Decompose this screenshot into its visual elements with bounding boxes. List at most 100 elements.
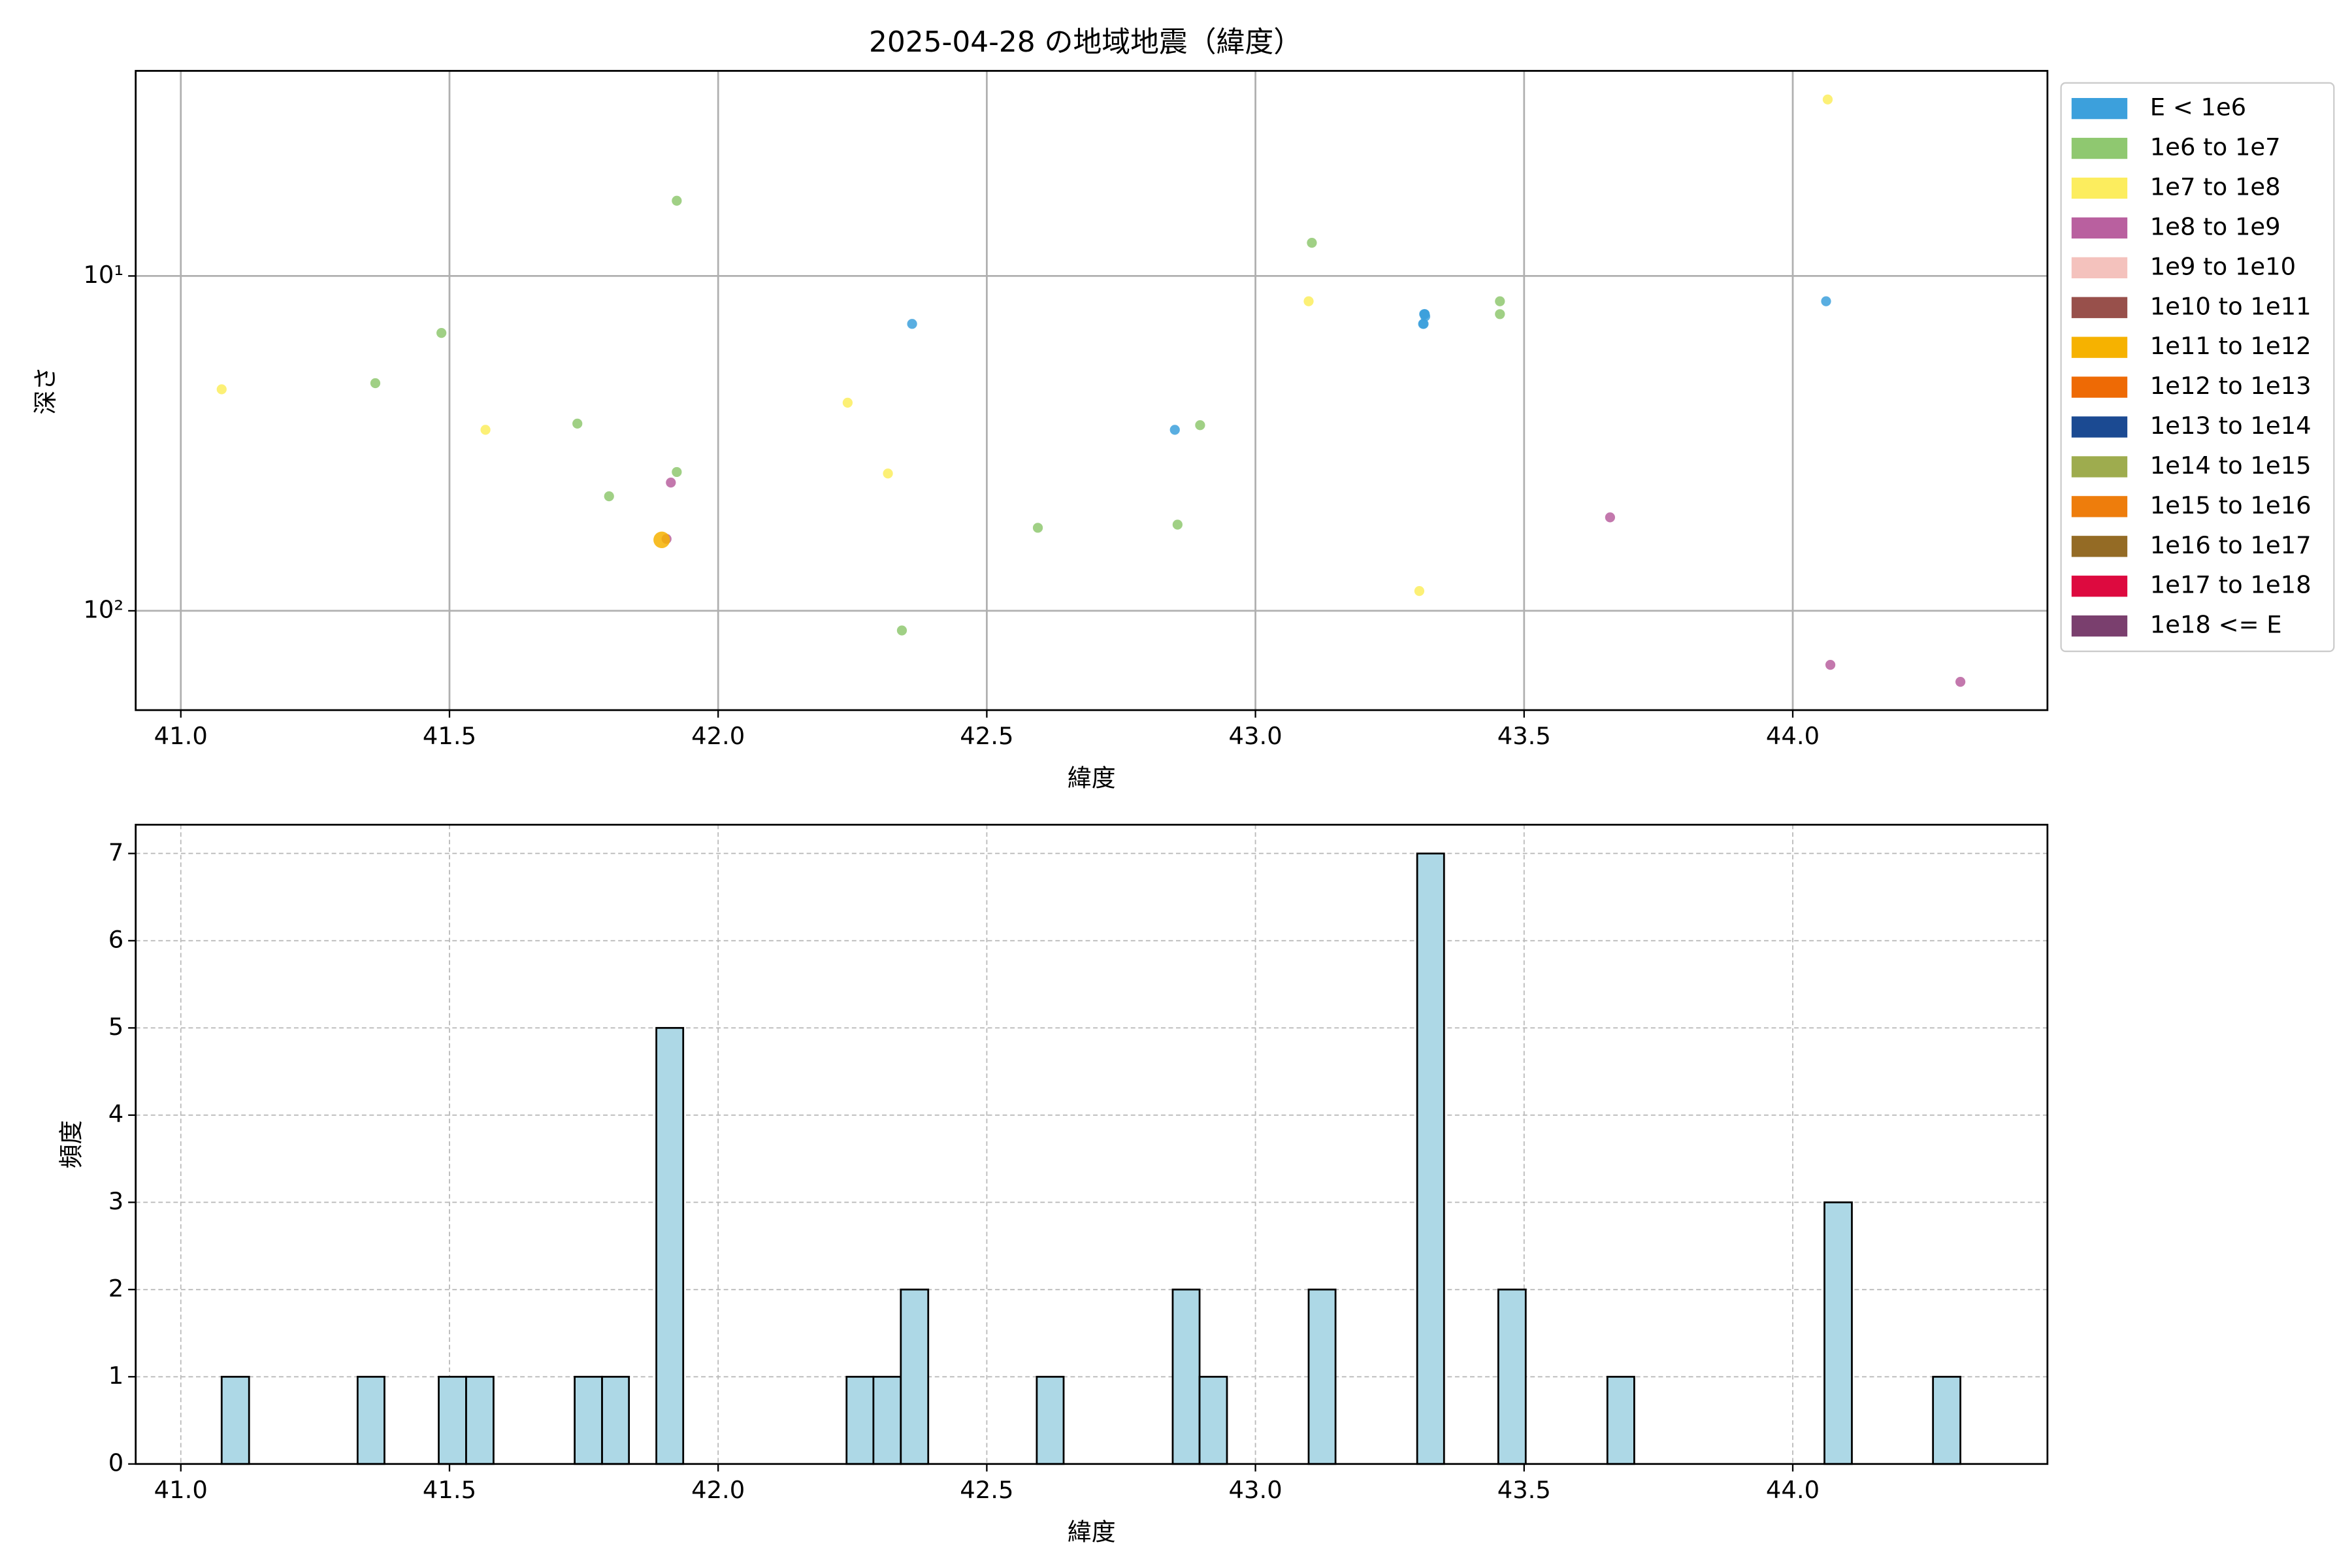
legend-label: 1e12 to 1e13 — [2150, 372, 2311, 400]
legend-swatch — [2071, 336, 2128, 358]
scatter-point — [907, 319, 917, 329]
scatter-point — [1414, 586, 1425, 596]
scatter-point — [672, 466, 682, 478]
y-tick-label: 10¹ — [83, 261, 123, 289]
scatter-point — [1303, 296, 1314, 306]
histogram-bar — [655, 1026, 685, 1465]
legend-swatch — [2071, 496, 2128, 517]
legend-swatch — [2071, 98, 2128, 120]
y-tick-label: 1 — [108, 1362, 123, 1390]
histogram-bar — [1823, 1201, 1853, 1465]
histogram-bar — [900, 1288, 930, 1465]
scatter-point — [1825, 659, 1836, 670]
legend-label: 1e15 to 1e16 — [2150, 491, 2311, 519]
scatter-point — [653, 531, 670, 549]
x-tick-label: 44.0 — [1766, 1476, 1820, 1504]
legend-label: 1e11 to 1e12 — [2150, 332, 2311, 360]
scatter-point — [896, 625, 907, 636]
histogram-bar — [1036, 1375, 1065, 1465]
plot-frame — [135, 823, 2049, 1465]
scatter-point — [1495, 309, 1505, 319]
x-tick-label: 41.5 — [423, 1476, 476, 1504]
legend-swatch — [2071, 257, 2128, 278]
scatter-point — [1955, 677, 1966, 687]
y-tick-label: 5 — [108, 1013, 123, 1041]
scatter-point — [666, 477, 676, 488]
x-tick-label: 42.5 — [960, 722, 1013, 750]
histogram-bar — [845, 1375, 875, 1465]
x-axis-label: 緯度 — [1068, 764, 1116, 792]
histogram-bar — [601, 1375, 630, 1465]
legend-label: 1e14 to 1e15 — [2150, 451, 2311, 480]
scatter-point — [1419, 309, 1429, 319]
histogram-bar — [465, 1375, 495, 1465]
scatter-point — [1172, 519, 1183, 530]
legend-swatch — [2071, 217, 2128, 239]
legend-label: 1e10 to 1e11 — [2150, 292, 2311, 320]
x-tick-label: 44.0 — [1766, 722, 1820, 750]
x-tick-label: 43.5 — [1497, 1476, 1551, 1504]
scatter-point — [1169, 425, 1180, 435]
scatter-point — [572, 418, 583, 429]
legend-label: 1e13 to 1e14 — [2150, 412, 2311, 440]
scatter-point — [370, 378, 381, 389]
x-tick-label: 42.0 — [691, 722, 745, 750]
y-tick-label: 4 — [108, 1100, 123, 1128]
chart-title: 2025-04-28 の地域地震（緯度） — [869, 25, 1302, 59]
histogram-bar — [1932, 1375, 1961, 1465]
legend-label: 1e18 <= E — [2150, 611, 2282, 639]
x-tick-label: 42.0 — [691, 1476, 745, 1504]
legend-label: 1e7 to 1e8 — [2150, 173, 2281, 201]
legend-label: 1e8 to 1e9 — [2150, 212, 2281, 240]
histogram-bar — [220, 1375, 250, 1465]
histogram-bar — [1416, 852, 1445, 1465]
y-tick-label: 2 — [108, 1274, 123, 1302]
scatter-point — [1307, 238, 1317, 248]
legend-box — [2060, 82, 2335, 653]
legend-label: E < 1e6 — [2150, 93, 2246, 122]
plot-frame — [135, 70, 2049, 711]
x-tick-label: 43.0 — [1229, 722, 1282, 750]
y-axis-label: 頻度 — [57, 1120, 85, 1169]
y-tick-label: 3 — [108, 1187, 123, 1215]
x-tick-label: 43.5 — [1497, 722, 1551, 750]
scatter-point — [1032, 523, 1043, 533]
y-axis-label: 深さ — [31, 367, 59, 415]
scatter-point — [883, 468, 893, 479]
histogram-bar — [1606, 1375, 1635, 1465]
scatter-point — [672, 195, 682, 206]
scatter-point — [1605, 512, 1616, 523]
legend-label: 1e9 to 1e10 — [2150, 252, 2296, 280]
x-tick-label: 42.5 — [960, 1476, 1013, 1504]
histogram-bar — [1171, 1288, 1201, 1465]
scatter-point — [604, 491, 614, 502]
legend-label: 1e6 to 1e7 — [2150, 133, 2281, 161]
legend-swatch — [2071, 137, 2128, 159]
histogram-bar — [1198, 1375, 1228, 1465]
legend-swatch — [2071, 416, 2128, 438]
scatter-point — [842, 397, 853, 408]
histogram-bar — [356, 1375, 385, 1465]
x-axis-label: 緯度 — [1068, 1518, 1116, 1546]
legend-swatch — [2071, 615, 2128, 637]
scatter-point — [1822, 94, 1833, 105]
scatter-point — [480, 425, 491, 435]
x-tick-label: 41.5 — [423, 722, 476, 750]
y-tick-label: 10² — [83, 595, 123, 623]
legend-swatch — [2071, 536, 2128, 557]
scatter-point — [216, 384, 227, 395]
histogram-bar — [1497, 1288, 1527, 1465]
x-tick-label: 41.0 — [154, 722, 208, 750]
legend-swatch — [2071, 297, 2128, 318]
scatter-point — [1418, 319, 1429, 329]
histogram-bar — [872, 1375, 902, 1465]
scatter-point — [436, 328, 447, 338]
scatter-point — [1195, 420, 1205, 431]
legend-swatch — [2071, 177, 2128, 199]
histogram-bar — [1307, 1288, 1337, 1465]
legend-swatch — [2071, 456, 2128, 478]
legend-swatch — [2071, 376, 2128, 398]
y-tick-label: 7 — [108, 838, 123, 866]
y-tick-label: 6 — [108, 925, 123, 953]
